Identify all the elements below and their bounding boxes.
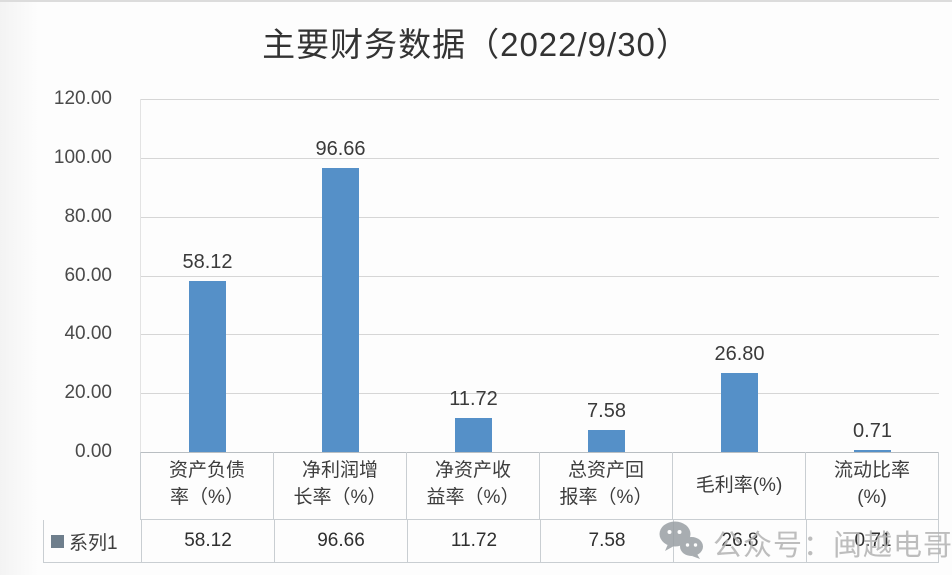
- y-axis-tick-label: 40.00: [64, 323, 112, 345]
- category-cell: 净利润增 长率（%）: [273, 452, 406, 520]
- gridline: [141, 216, 939, 218]
- data-table-row: 系列1 58.12 96.66 11.72 7.58 26.8 0.71: [43, 520, 939, 563]
- plot-area: 58.12 96.66 11.72 7.58 26.80 0.71: [140, 99, 939, 453]
- bar-value-label: 96.66: [315, 137, 366, 160]
- bar-value-label: 11.72: [449, 387, 498, 410]
- gridline: [141, 393, 939, 395]
- category-cell: 净资产收 益率（%）: [406, 452, 539, 520]
- x-axis-line: [141, 452, 939, 453]
- gridline: [141, 275, 939, 277]
- bar-1: [189, 281, 226, 452]
- bar-5: [721, 373, 758, 452]
- bar-value-label: 7.58: [587, 399, 626, 422]
- gridline: [141, 157, 939, 159]
- table-value-cell: 11.72: [407, 520, 540, 562]
- bar-6: [854, 449, 891, 452]
- category-cell: 资产负债 率（%）: [140, 452, 273, 520]
- table-value-cell: 7.58: [540, 520, 673, 562]
- table-value-cell: 26.8: [673, 520, 806, 562]
- table-value-cell: 96.66: [274, 520, 407, 562]
- y-axis-tick-label: 100.00: [53, 146, 112, 168]
- legend: 系列1: [44, 520, 141, 562]
- bar-value-label: 58.12: [182, 251, 233, 274]
- bar-value-label: 26.80: [714, 343, 765, 366]
- legend-marker-icon: [51, 534, 64, 548]
- gridline: [141, 334, 939, 336]
- bar-3: [455, 417, 492, 452]
- bar-2: [322, 167, 359, 452]
- table-value-cell: 0.71: [806, 520, 939, 562]
- chart-title: 主要财务数据（2022/9/30）: [262, 26, 690, 63]
- y-axis-tick-label: 0.00: [75, 441, 112, 462]
- table-value-cell: 58.12: [141, 520, 274, 562]
- bar-4: [588, 429, 625, 452]
- y-axis-tick-label: 60.00: [64, 264, 112, 286]
- x-axis-category-row: 资产负债 率（%） 净利润增 长率（%） 净资产收 益率（%） 总资产回 报率（%） 毛利率(%…: [140, 452, 939, 520]
- legend-label: 系列1: [69, 532, 118, 554]
- gridline: [141, 99, 939, 100]
- y-axis-tick-label: 120.00: [53, 88, 112, 109]
- bar-value-label: 0.71: [853, 419, 892, 442]
- category-cell: 流动比率 (%): [805, 452, 938, 520]
- y-axis-tick-label: 80.00: [64, 205, 112, 227]
- category-cell: 总资产回 报率（%）: [539, 452, 672, 520]
- category-cell: 毛利率(%): [672, 452, 805, 520]
- y-axis-tick-label: 20.00: [64, 382, 112, 404]
